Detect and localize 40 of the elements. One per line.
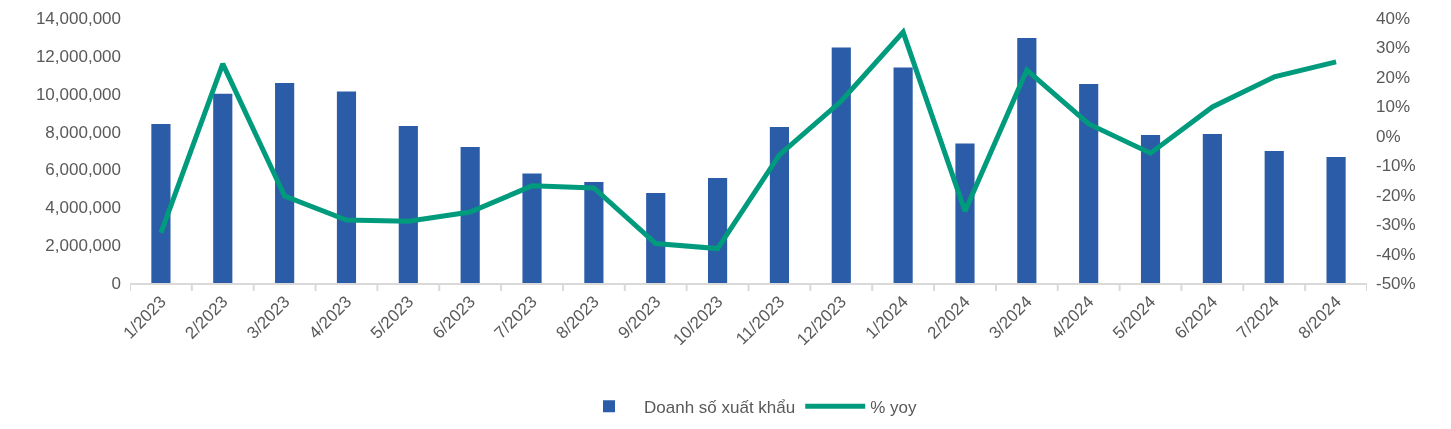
y2-tick-label: -10% (1376, 156, 1416, 176)
y-tick-label: 2,000,000 (45, 236, 121, 256)
bar (151, 124, 171, 283)
bar (1079, 84, 1099, 283)
legend-label: % yoy (870, 397, 918, 417)
bar (893, 67, 913, 283)
y2-tick-label: -50% (1376, 273, 1416, 293)
bar (460, 147, 480, 283)
y-tick-label: 10,000,000 (35, 84, 121, 104)
bar (213, 93, 233, 283)
bar (398, 126, 418, 283)
y2-tick-label: 10% (1376, 97, 1411, 117)
legend-label: Doanh số xuất khẩu (644, 397, 796, 417)
bar (336, 91, 357, 283)
y2-tick-label: -30% (1376, 215, 1416, 235)
y2-tick-label: 30% (1376, 38, 1411, 58)
y-tick-label: 8,000,000 (45, 122, 121, 142)
y2-tick-label: -20% (1376, 185, 1416, 205)
y2-tick-label: -40% (1376, 244, 1416, 264)
bar (1140, 134, 1161, 283)
bar (1202, 134, 1222, 283)
y-tick-label: 6,000,000 (45, 160, 121, 180)
y2-tick-label: 0% (1376, 126, 1401, 146)
bar (831, 47, 851, 283)
bar (955, 143, 975, 283)
bar (275, 82, 295, 283)
y-tick-label: 14,000,000 (35, 8, 121, 28)
y-tick-label: 0 (111, 273, 121, 293)
bar (1017, 38, 1037, 283)
bar (1264, 151, 1284, 283)
y-tick-label: 4,000,000 (45, 198, 121, 218)
bar (646, 193, 666, 283)
bar (769, 127, 790, 283)
bar (522, 173, 542, 283)
y-tick-label: 12,000,000 (35, 46, 121, 66)
y2-tick-label: 20% (1376, 67, 1411, 87)
bar (1326, 156, 1346, 283)
bar (584, 181, 604, 283)
y2-tick-label: 40% (1376, 8, 1411, 28)
bar (707, 177, 728, 283)
